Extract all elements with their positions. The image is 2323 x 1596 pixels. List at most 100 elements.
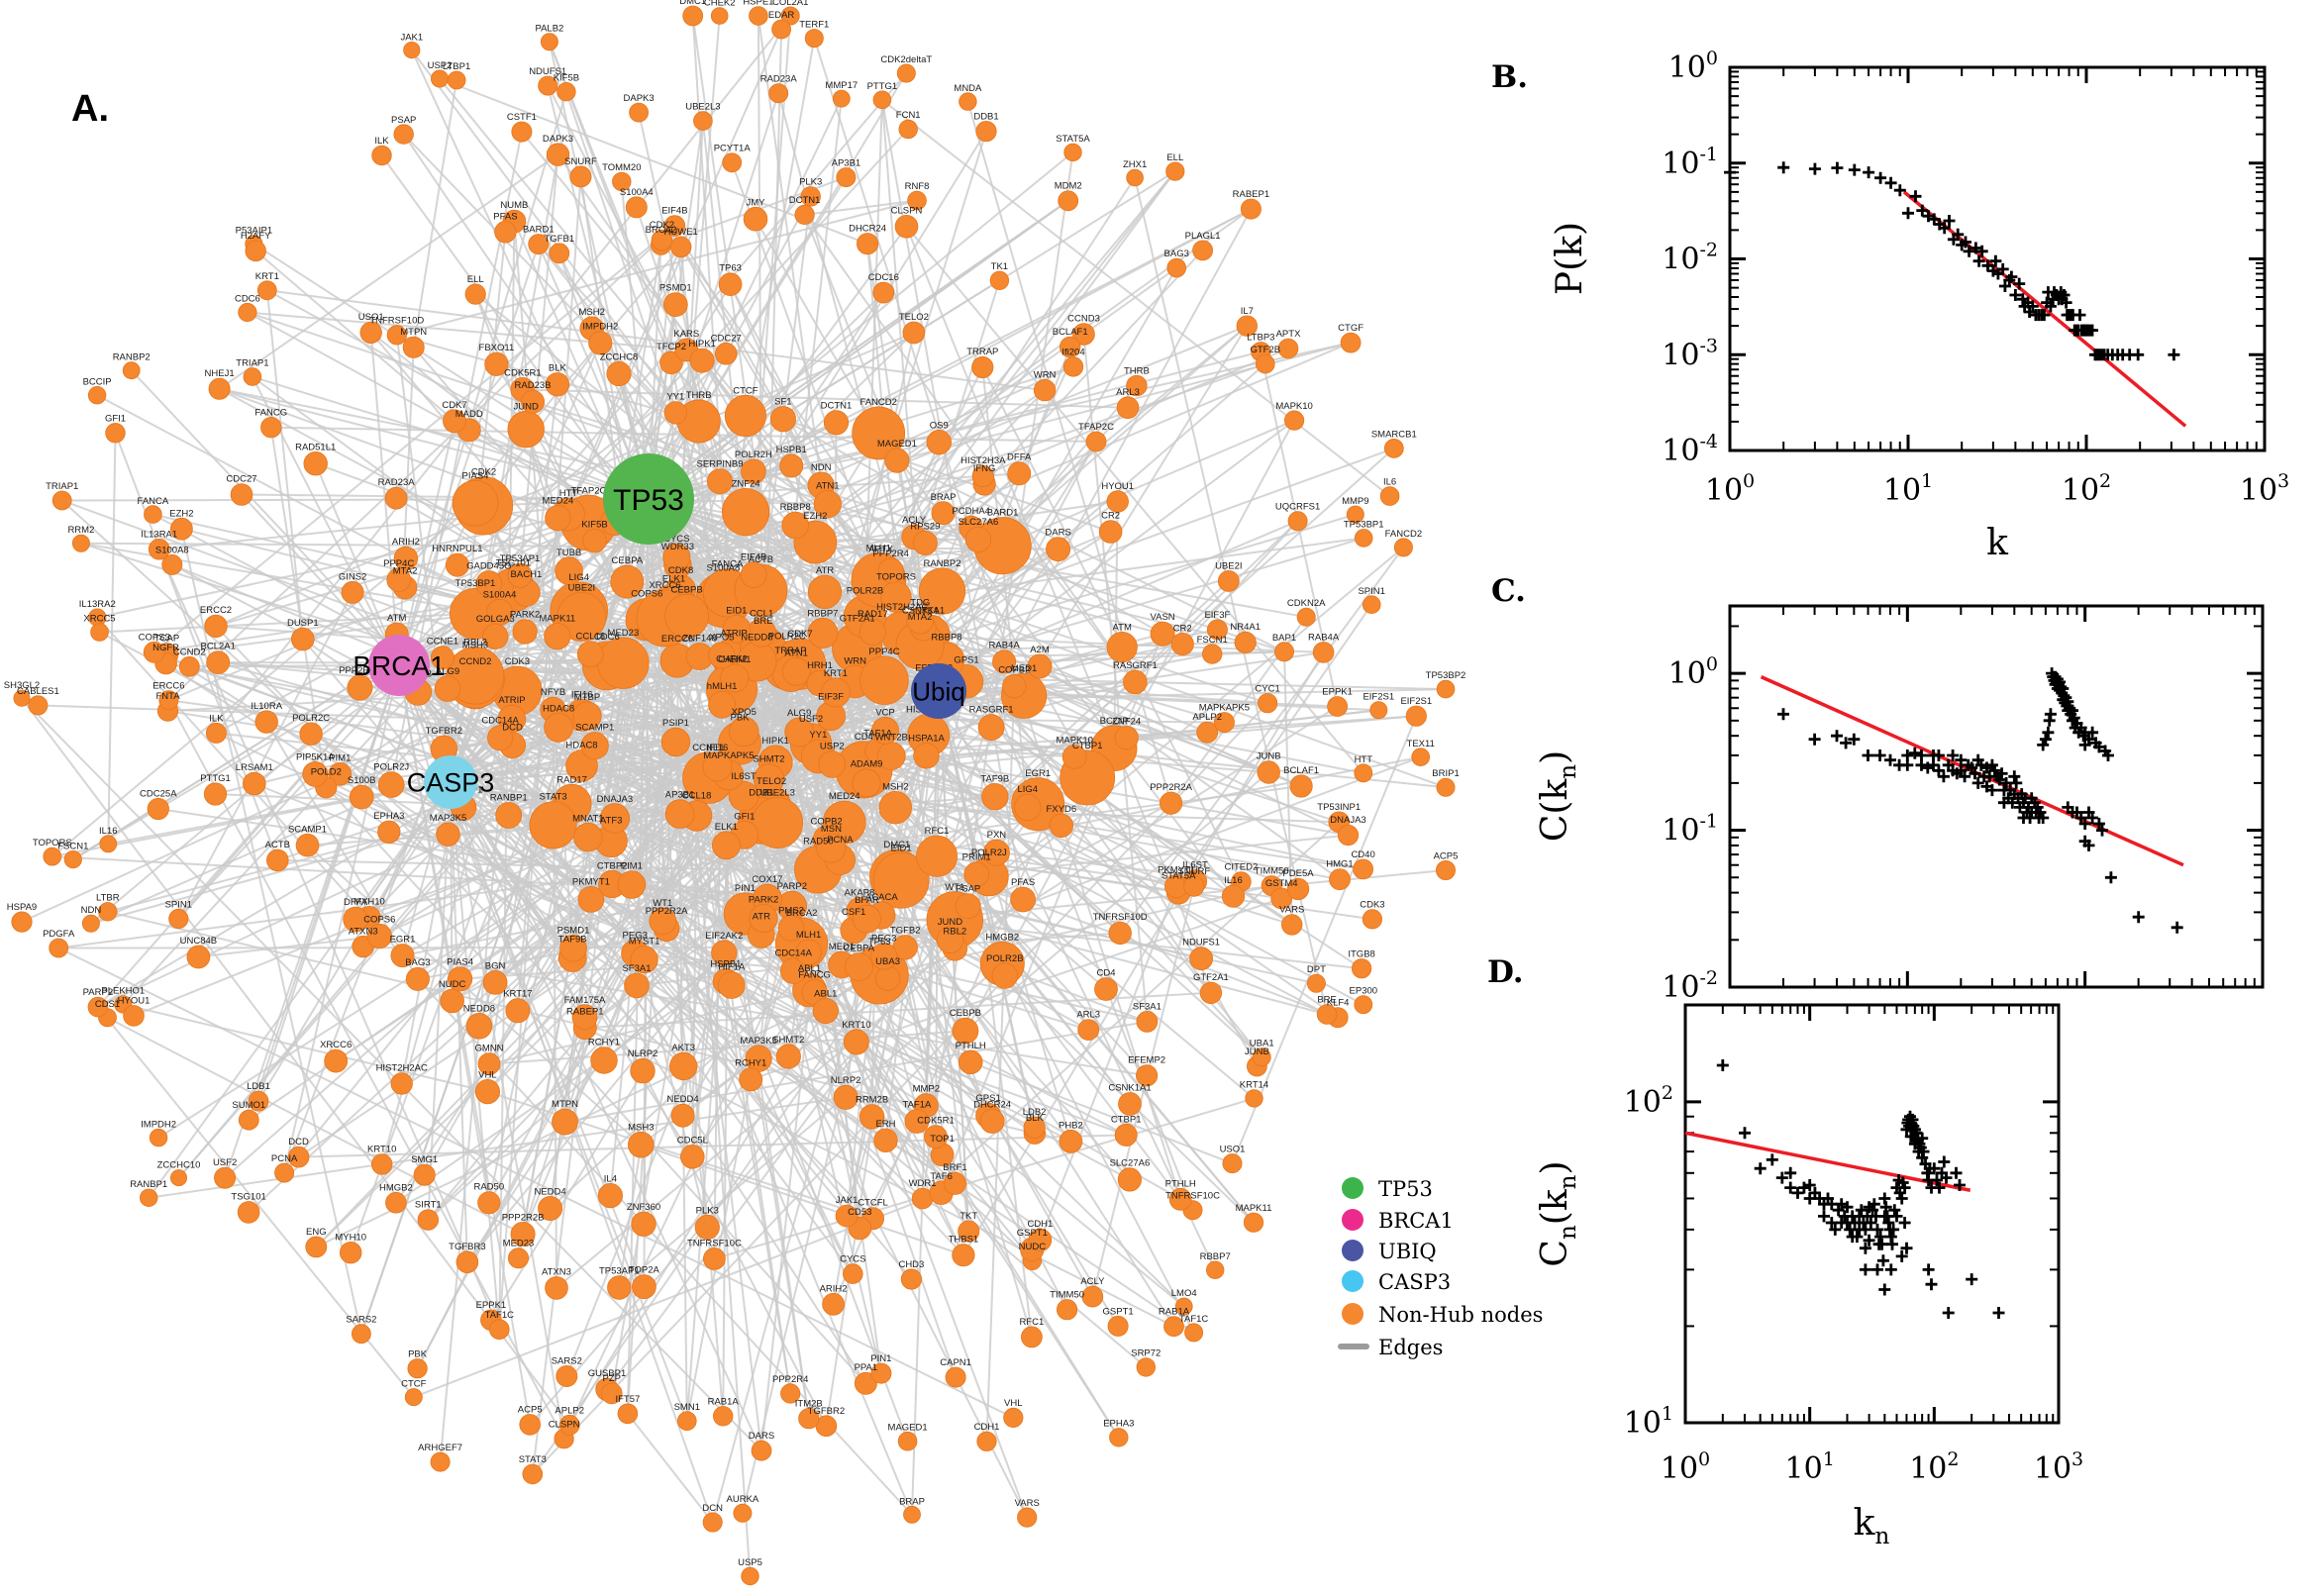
network-node[interactable] — [741, 1566, 759, 1586]
network-node[interactable] — [495, 802, 523, 829]
network-node[interactable] — [508, 1247, 530, 1269]
network-node[interactable] — [1353, 858, 1373, 880]
network-node[interactable] — [712, 831, 741, 860]
network-node[interactable] — [343, 906, 368, 933]
network-node[interactable] — [632, 1274, 656, 1300]
network-node[interactable] — [1059, 1129, 1083, 1153]
network-node[interactable] — [1114, 1123, 1138, 1147]
network-node[interactable] — [816, 833, 847, 863]
network-node[interactable] — [558, 1414, 580, 1436]
network-node[interactable] — [823, 410, 850, 436]
network-node[interactable] — [538, 75, 558, 96]
network-node[interactable] — [752, 797, 804, 848]
network-node[interactable] — [1077, 1019, 1100, 1041]
network-node[interactable] — [522, 1463, 544, 1485]
network-node[interactable] — [386, 567, 412, 592]
network-node[interactable] — [777, 915, 805, 942]
network-node[interactable] — [1206, 619, 1228, 641]
network-node[interactable] — [871, 716, 900, 745]
network-node[interactable] — [771, 19, 791, 40]
network-node[interactable] — [710, 7, 729, 25]
network-node[interactable] — [214, 1166, 237, 1189]
network-node[interactable] — [204, 614, 228, 639]
network-node[interactable] — [779, 453, 804, 478]
network-node[interactable] — [663, 401, 688, 425]
network-node[interactable] — [465, 1013, 493, 1040]
network-node[interactable] — [722, 152, 743, 173]
network-node[interactable] — [606, 360, 632, 387]
network-node[interactable] — [740, 561, 767, 588]
network-node[interactable] — [169, 1169, 187, 1187]
network-node[interactable] — [351, 1324, 371, 1345]
network-node[interactable] — [390, 944, 415, 968]
network-node[interactable] — [139, 1188, 158, 1208]
network-node[interactable] — [405, 966, 430, 991]
network-node[interactable] — [842, 1263, 863, 1284]
network-node[interactable] — [147, 797, 169, 821]
network-node[interactable] — [1436, 860, 1457, 881]
network-node[interactable] — [958, 1220, 980, 1243]
network-node[interactable] — [711, 940, 738, 966]
network-node[interactable] — [1287, 511, 1308, 532]
hub-node-ubiq[interactable] — [911, 663, 966, 719]
network-node[interactable] — [729, 716, 759, 748]
network-node[interactable] — [452, 479, 499, 527]
network-node[interactable] — [625, 196, 648, 219]
network-node[interactable] — [1362, 595, 1381, 614]
network-node[interactable] — [1405, 705, 1427, 727]
network-node[interactable] — [807, 617, 839, 648]
network-node[interactable] — [1354, 763, 1373, 783]
network-node[interactable] — [178, 655, 200, 677]
network-node[interactable] — [1306, 973, 1326, 993]
network-node[interactable] — [894, 215, 919, 239]
network-node[interactable] — [1017, 1507, 1038, 1528]
network-node[interactable] — [912, 531, 938, 556]
network-node[interactable] — [464, 283, 486, 305]
network-node[interactable] — [417, 1209, 440, 1231]
network-node[interactable] — [1123, 669, 1148, 695]
network-node[interactable] — [753, 763, 785, 795]
network-node[interactable] — [981, 783, 1009, 811]
network-node[interactable] — [971, 355, 994, 379]
network-node[interactable] — [743, 206, 768, 232]
network-node[interactable] — [1217, 570, 1240, 592]
network-node[interactable] — [238, 302, 257, 323]
network-node[interactable] — [1114, 725, 1139, 750]
network-node[interactable] — [708, 642, 736, 669]
network-node[interactable] — [906, 606, 935, 635]
network-node[interactable] — [1085, 431, 1107, 452]
network-node[interactable] — [722, 614, 752, 644]
network-node[interactable] — [870, 1362, 892, 1384]
network-node[interactable] — [1057, 1299, 1078, 1321]
network-node[interactable] — [694, 1214, 720, 1241]
network-node[interactable] — [1196, 721, 1219, 744]
network-node[interactable] — [540, 33, 558, 51]
network-node[interactable] — [366, 923, 392, 949]
network-node[interactable] — [168, 908, 189, 930]
network-node[interactable] — [1126, 374, 1148, 397]
network-node[interactable] — [161, 553, 183, 575]
network-node[interactable] — [718, 272, 743, 297]
network-node[interactable] — [552, 1108, 578, 1136]
network-node[interactable] — [455, 1250, 479, 1273]
network-node[interactable] — [1277, 338, 1299, 359]
network-node[interactable] — [512, 619, 538, 645]
network-node[interactable] — [822, 1292, 845, 1316]
network-node[interactable] — [902, 321, 926, 345]
network-node[interactable] — [630, 946, 658, 974]
network-node[interactable] — [538, 1196, 563, 1222]
network-node[interactable] — [971, 464, 994, 488]
network-node[interactable] — [549, 243, 570, 264]
network-node[interactable] — [386, 325, 407, 346]
network-node[interactable] — [487, 725, 514, 751]
network-node[interactable] — [186, 945, 211, 969]
network-node[interactable] — [588, 331, 613, 355]
network-node[interactable] — [741, 458, 766, 485]
network-node[interactable] — [122, 361, 141, 380]
network-node[interactable] — [1010, 886, 1036, 913]
network-node[interactable] — [833, 1084, 858, 1110]
network-node[interactable] — [545, 372, 570, 397]
network-node[interactable] — [569, 165, 592, 188]
network-node[interactable] — [206, 650, 231, 674]
network-node[interactable] — [781, 656, 811, 686]
